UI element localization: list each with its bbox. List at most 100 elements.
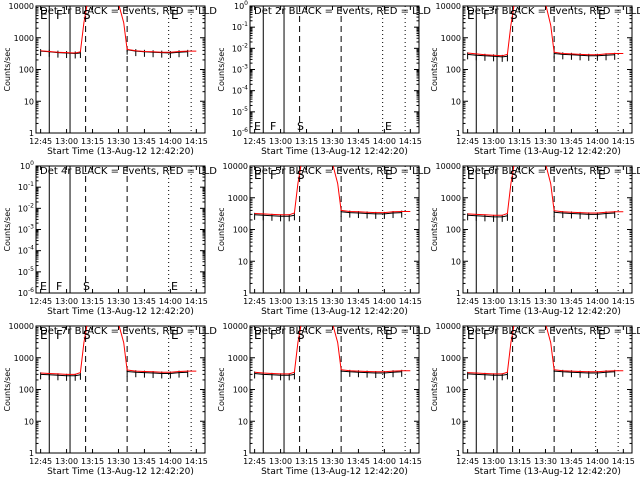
x-axis-label: Start Time (13-Aug-12 12:42:20) — [474, 147, 621, 157]
y-tick-label: 1 — [456, 449, 461, 458]
marker-letter: E — [171, 8, 179, 22]
marker-letter: E — [598, 168, 606, 182]
x-tick-label: 13:45 — [347, 137, 370, 146]
x-tick-label: 12:45 — [29, 297, 52, 306]
marker-letter: E — [254, 120, 261, 133]
plot-frame — [462, 5, 633, 134]
x-tick-label: 13:00 — [269, 297, 292, 306]
y-tick-label: 10000 — [9, 322, 34, 331]
x-tick-label: 14:15 — [612, 297, 635, 306]
plot-frame — [35, 325, 206, 454]
x-tick-label: 13:15 — [295, 297, 318, 306]
x-tick-label: 13:15 — [508, 297, 531, 306]
y-tick-label: 10-4 — [18, 245, 34, 256]
plot-frame — [249, 325, 420, 454]
x-tick-label: 14:00 — [373, 297, 396, 306]
x-tick-label: 13:45 — [560, 297, 583, 306]
x-axis-label: Start Time (13-Aug-12 12:42:20) — [47, 147, 194, 157]
marker-letter: E — [598, 328, 606, 342]
marker-letter: S — [510, 8, 518, 22]
x-tick-label: 13:45 — [560, 457, 583, 466]
x-tick-label: 13:00 — [482, 457, 505, 466]
x-tick-label: 13:00 — [482, 297, 505, 306]
panel-title: Det 3r BLACK = Events, RED = LLD — [467, 6, 640, 17]
x-tick-label: 12:45 — [456, 457, 479, 466]
y-tick-label: 100 — [446, 66, 461, 75]
plot-frame — [35, 5, 206, 134]
x-axis-label: Start Time (13-Aug-12 12:42:20) — [261, 467, 408, 477]
marker-letter: S — [83, 280, 90, 293]
x-tick-label: 14:00 — [373, 137, 396, 146]
y-tick-label: 10000 — [223, 162, 248, 171]
panel-title: Det 6r BLACK = Events, RED = LLD — [467, 166, 640, 177]
x-tick-label: 13:30 — [321, 137, 344, 146]
y-tick-label: 1000 — [441, 354, 461, 363]
marker-letter: S — [510, 168, 518, 182]
x-tick-label: 12:45 — [243, 457, 266, 466]
marker-letter: E — [467, 8, 475, 22]
x-tick-label: 13:45 — [133, 297, 156, 306]
y-axis-label: Counts/sec — [3, 207, 12, 251]
marker-letter: E — [467, 168, 475, 182]
y-tick-label: 100 — [234, 0, 248, 11]
y-tick-label: 10-5 — [232, 106, 248, 117]
plot-frame — [462, 165, 633, 294]
marker-letter: F — [483, 328, 490, 342]
y-tick-label: 10000 — [223, 322, 248, 331]
x-tick-label: 13:30 — [107, 297, 130, 306]
x-tick-label: 13:30 — [321, 457, 344, 466]
x-tick-label: 13:00 — [269, 137, 292, 146]
x-tick-label: 13:15 — [295, 457, 318, 466]
y-tick-label: 10-5 — [18, 266, 34, 277]
y-tick-label: 10 — [24, 417, 34, 426]
series-line-lld — [254, 166, 411, 216]
x-tick-label: 14:15 — [185, 297, 208, 306]
y-tick-label: 100 — [446, 226, 461, 235]
x-tick-label: 12:45 — [243, 297, 266, 306]
x-tick-label: 13:00 — [269, 457, 292, 466]
x-tick-label: 14:00 — [586, 457, 609, 466]
marker-letter: F — [483, 168, 490, 182]
marker-letter: S — [83, 328, 91, 342]
y-tick-label: 1000 — [14, 34, 34, 43]
y-tick-label: 10-1 — [18, 181, 34, 192]
x-tick-label: 14:15 — [399, 137, 422, 146]
x-tick-label: 13:15 — [295, 137, 318, 146]
y-tick-label: 10 — [451, 97, 461, 106]
marker-letter: F — [270, 328, 277, 342]
panel-title: Det 4r BLACK = Events, RED = LLD — [40, 166, 217, 177]
y-tick-label: 1000 — [14, 354, 34, 363]
panel-title: Det 1r BLACK = Events, RED = LLD — [40, 6, 217, 17]
x-tick-label: 13:00 — [482, 137, 505, 146]
y-axis-label: Counts/sec — [430, 367, 439, 411]
marker-letter: S — [297, 168, 305, 182]
x-tick-label: 13:00 — [55, 137, 78, 146]
y-tick-label: 1 — [243, 449, 248, 458]
y-tick-label: 1 — [243, 289, 248, 298]
y-tick-label: 1 — [29, 449, 34, 458]
x-tick-label: 14:15 — [399, 297, 422, 306]
y-tick-label: 10-2 — [232, 42, 248, 53]
data-layer — [467, 326, 624, 381]
y-tick-label: 10000 — [9, 2, 34, 11]
x-tick-label: 12:45 — [29, 457, 52, 466]
series-line-lld — [254, 326, 411, 375]
x-tick-label: 14:00 — [373, 457, 396, 466]
x-tick-label: 14:15 — [185, 457, 208, 466]
series-line-lld — [467, 326, 624, 375]
y-tick-label: 1 — [29, 129, 34, 138]
y-tick-label: 10 — [451, 417, 461, 426]
data-layer — [467, 166, 624, 222]
x-axis-label: Start Time (13-Aug-12 12:42:20) — [474, 467, 621, 477]
panel-title: Det 5r BLACK = Events, RED = LLD — [254, 166, 431, 177]
x-tick-label: 13:45 — [133, 137, 156, 146]
marker-letter: E — [385, 328, 393, 342]
marker-letter: E — [254, 168, 262, 182]
x-tick-label: 14:15 — [612, 457, 635, 466]
series-line-events — [467, 53, 615, 58]
